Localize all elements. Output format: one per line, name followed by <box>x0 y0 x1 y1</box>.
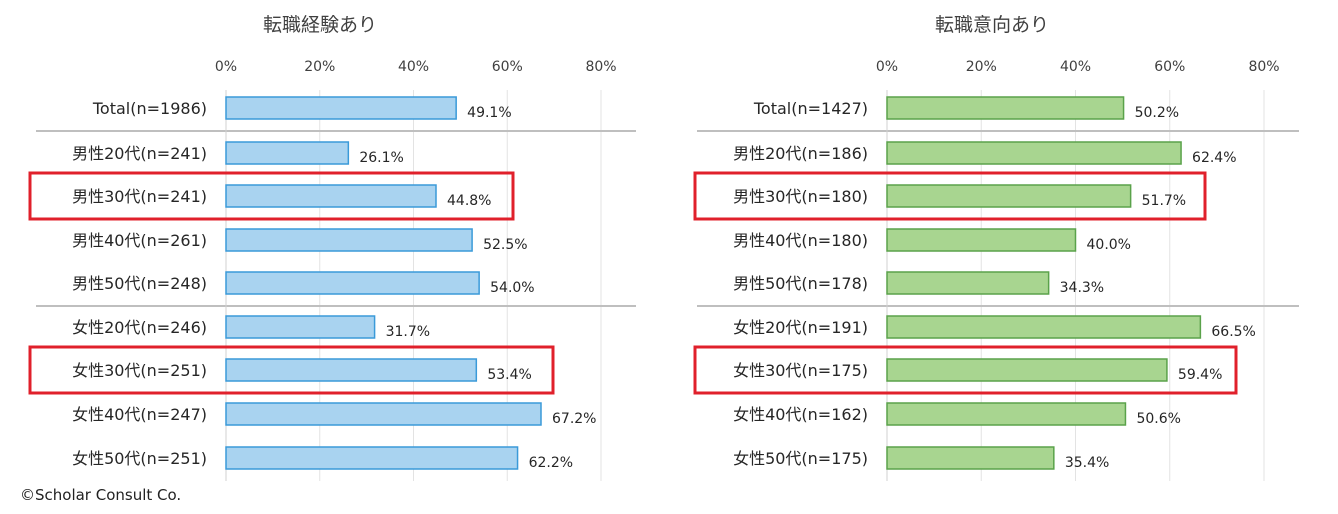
bar <box>225 228 473 252</box>
x-tick-label: 20% <box>304 59 335 75</box>
chart-right-career-change-intention: 転職意向あり 0% 20% 40% 60% 80% Total(n=1427) 50.2% 男性… <box>693 14 1299 481</box>
category-label: 女性40代(n=247) <box>72 405 207 424</box>
category-label: 女性20代(n=191) <box>733 318 868 337</box>
bar <box>225 184 437 208</box>
chart-left-career-change-experience: 転職経験あり 0% 20% 40% 60% 80% Total(n=1986) 49.1% 男性… <box>28 14 636 481</box>
category-label: 女性30代(n=251) <box>72 361 207 380</box>
data-label: 31.7% <box>386 324 430 340</box>
x-tick-label: 60% <box>1154 59 1185 75</box>
bar <box>225 141 350 165</box>
data-label: 67.2% <box>552 411 596 427</box>
bar <box>225 96 457 120</box>
data-label: 40.0% <box>1087 237 1131 253</box>
category-label: Total(n=1986) <box>92 99 207 118</box>
x-tick-label: 80% <box>585 59 616 75</box>
data-label: 62.4% <box>1192 150 1236 166</box>
x-tick-label: 40% <box>398 59 429 75</box>
category-label: 男性40代(n=180) <box>733 231 868 250</box>
copyright-text: ©Scholar Consult Co. <box>20 486 182 504</box>
data-label: 54.0% <box>490 280 534 296</box>
data-label: 49.1% <box>467 105 511 121</box>
data-label: 35.4% <box>1065 455 1109 471</box>
x-tick-label: 0% <box>215 59 237 75</box>
data-label: 50.2% <box>1135 105 1179 121</box>
category-label: 女性40代(n=162) <box>733 405 868 424</box>
x-tick-label: 60% <box>492 59 523 75</box>
bar <box>886 271 1050 295</box>
x-tick-label: 40% <box>1060 59 1091 75</box>
bar <box>886 228 1077 252</box>
bar <box>886 141 1182 165</box>
data-label: 53.4% <box>487 367 531 383</box>
data-label: 66.5% <box>1211 324 1255 340</box>
bar <box>225 358 478 382</box>
chart-title: 転職意向あり <box>935 14 1049 36</box>
category-label: 男性20代(n=241) <box>72 144 207 163</box>
highlight-box <box>28 171 515 221</box>
category-label: 男性50代(n=248) <box>72 274 207 293</box>
category-label: 女性50代(n=251) <box>72 449 207 468</box>
category-label: 女性20代(n=246) <box>72 318 207 337</box>
data-label: 59.4% <box>1178 367 1222 383</box>
category-label: 男性50代(n=178) <box>733 274 868 293</box>
bar <box>886 96 1125 120</box>
category-label: 女性50代(n=175) <box>733 449 868 468</box>
chart-title: 転職経験あり <box>263 14 377 36</box>
data-label: 62.2% <box>529 455 573 471</box>
bar <box>886 402 1127 426</box>
data-label: 26.1% <box>359 150 403 166</box>
category-label: Total(n=1427) <box>753 99 868 118</box>
data-label: 52.5% <box>483 237 527 253</box>
bar <box>886 446 1055 470</box>
bar <box>886 358 1168 382</box>
category-label: 女性30代(n=175) <box>733 361 868 380</box>
category-label: 男性40代(n=261) <box>72 231 207 250</box>
category-label: 男性20代(n=186) <box>733 144 868 163</box>
data-label: 50.6% <box>1136 411 1180 427</box>
bar <box>225 446 519 470</box>
data-label: 51.7% <box>1142 193 1186 209</box>
bar <box>225 402 542 426</box>
bar <box>225 271 480 295</box>
x-tick-label: 0% <box>876 59 898 75</box>
category-label: 男性30代(n=241) <box>72 187 207 206</box>
x-tick-label: 20% <box>966 59 997 75</box>
highlight-box <box>693 171 1207 221</box>
data-label: 44.8% <box>447 193 491 209</box>
bar <box>225 315 376 339</box>
category-label: 男性30代(n=180) <box>733 187 868 206</box>
bar <box>886 315 1202 339</box>
highlight-box <box>693 345 1238 395</box>
highlight-box <box>28 345 555 395</box>
data-label: 34.3% <box>1060 280 1104 296</box>
x-tick-label: 80% <box>1248 59 1279 75</box>
bar <box>886 184 1132 208</box>
